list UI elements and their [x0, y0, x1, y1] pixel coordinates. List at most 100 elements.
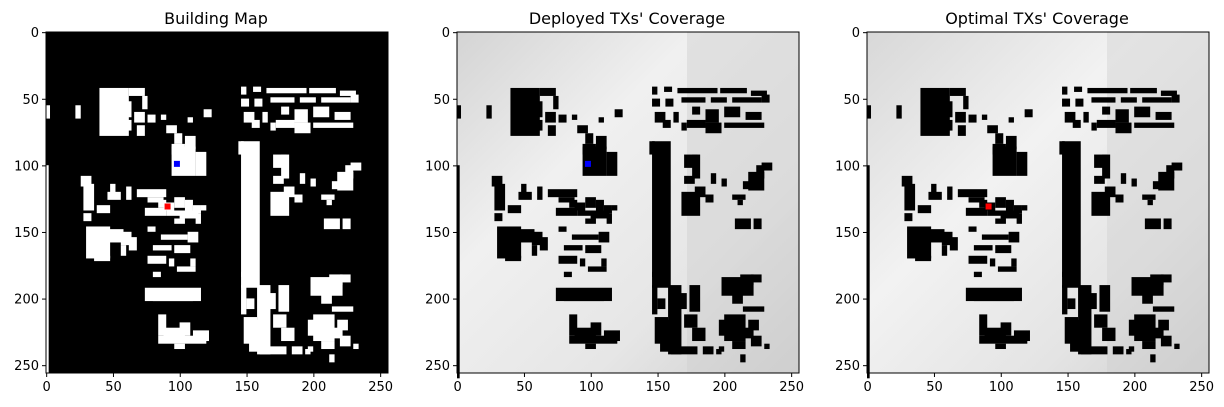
- building-block: [515, 229, 535, 243]
- building-block: [46, 105, 51, 119]
- building-block: [184, 199, 193, 214]
- building-block: [737, 199, 743, 206]
- building-block: [992, 146, 1017, 176]
- building-block: [867, 105, 872, 119]
- building-block: [995, 218, 1006, 224]
- building-block: [652, 285, 658, 315]
- building-block: [158, 199, 167, 208]
- building-block: [756, 165, 765, 179]
- building-block: [1083, 111, 1089, 123]
- building-block: [1062, 271, 1065, 278]
- building-block: [294, 109, 308, 123]
- building-block: [494, 213, 503, 222]
- building-block: [190, 258, 196, 267]
- building-block: [457, 105, 462, 119]
- building-block: [1008, 231, 1020, 243]
- building-block: [917, 205, 932, 214]
- building-block: [299, 97, 316, 103]
- building-block: [574, 327, 596, 339]
- building-block: [104, 229, 124, 243]
- building-block: [83, 213, 92, 222]
- building-block: [174, 245, 191, 254]
- building-block: [734, 218, 751, 230]
- y-tick-label: 250: [14, 359, 39, 374]
- building-block: [949, 237, 958, 251]
- building-block: [585, 343, 596, 350]
- building-block: [694, 186, 706, 198]
- building-block: [750, 274, 762, 283]
- building-block: [652, 86, 658, 95]
- x-tick-label: 250: [368, 380, 393, 395]
- building-block: [761, 94, 770, 103]
- y-tick-label: 200: [425, 293, 450, 308]
- x-tick-label: 150: [646, 380, 671, 395]
- building-block: [339, 335, 351, 347]
- y-tick-label: 250: [835, 359, 860, 374]
- y-tick-label: 150: [835, 226, 860, 241]
- building-block: [278, 285, 290, 312]
- building-block: [1130, 87, 1157, 94]
- building-block: [107, 191, 121, 200]
- building-block: [968, 114, 977, 123]
- building-block: [989, 258, 996, 267]
- building-block: [724, 106, 741, 118]
- building-block: [590, 322, 602, 336]
- building-block: [742, 181, 754, 190]
- y-tick-label: 200: [14, 293, 39, 308]
- building-block: [1171, 94, 1180, 103]
- tx-marker: [164, 203, 171, 210]
- x-tick-label: 0: [43, 380, 51, 395]
- building-block: [176, 266, 196, 272]
- building-block: [505, 255, 522, 262]
- building-block: [1075, 98, 1084, 107]
- building-block: [553, 95, 559, 110]
- building-block: [949, 87, 966, 96]
- building-block: [896, 105, 902, 119]
- marker-layer: [584, 160, 591, 167]
- building-block: [662, 119, 671, 128]
- building-block: [166, 125, 177, 134]
- building-block: [732, 290, 743, 304]
- building-block: [944, 119, 953, 131]
- building-block: [46, 165, 49, 379]
- building-block: [1062, 285, 1068, 315]
- building-block: [144, 207, 167, 216]
- plot-area: [456, 31, 800, 379]
- building-block: [1078, 285, 1092, 355]
- building-block: [313, 106, 330, 118]
- building-block: [241, 271, 244, 278]
- building-block: [1142, 194, 1156, 200]
- building-block: [603, 205, 612, 214]
- building-block: [657, 175, 666, 182]
- building-block: [246, 298, 255, 310]
- building-block: [705, 194, 714, 203]
- building-block: [710, 97, 727, 103]
- building-block: [321, 341, 335, 350]
- building-block: [1171, 162, 1183, 171]
- building-block: [1112, 346, 1124, 355]
- building-block: [987, 125, 998, 134]
- axis-ticks: 0 50 100 150 200 250 0 50 100 150 200 250: [425, 26, 804, 395]
- x-tick-label: 150: [235, 380, 260, 395]
- building-block: [963, 95, 969, 110]
- building-block: [1067, 175, 1076, 182]
- panel-optimal-coverage: Optimal TXs' Coverage 0 50 100 150 200 250 0 50…: [835, 9, 1214, 395]
- building-block: [1011, 258, 1017, 267]
- building-block: [1064, 111, 1076, 123]
- tx-marker: [985, 203, 992, 210]
- building-block: [166, 210, 183, 216]
- building-block: [968, 255, 988, 264]
- building-block: [585, 197, 596, 208]
- building-block: [1021, 205, 1028, 211]
- panel-title: Deployed TXs' Coverage: [529, 9, 725, 28]
- building-block: [995, 343, 1006, 350]
- building-block: [281, 106, 290, 115]
- building-block: [1091, 97, 1116, 103]
- building-block: [321, 97, 351, 103]
- building-block: [283, 186, 295, 198]
- building-block: [571, 234, 599, 240]
- building-block: [720, 87, 747, 94]
- building-block: [981, 234, 1009, 240]
- building-block: [973, 293, 1014, 302]
- building-block: [187, 117, 193, 123]
